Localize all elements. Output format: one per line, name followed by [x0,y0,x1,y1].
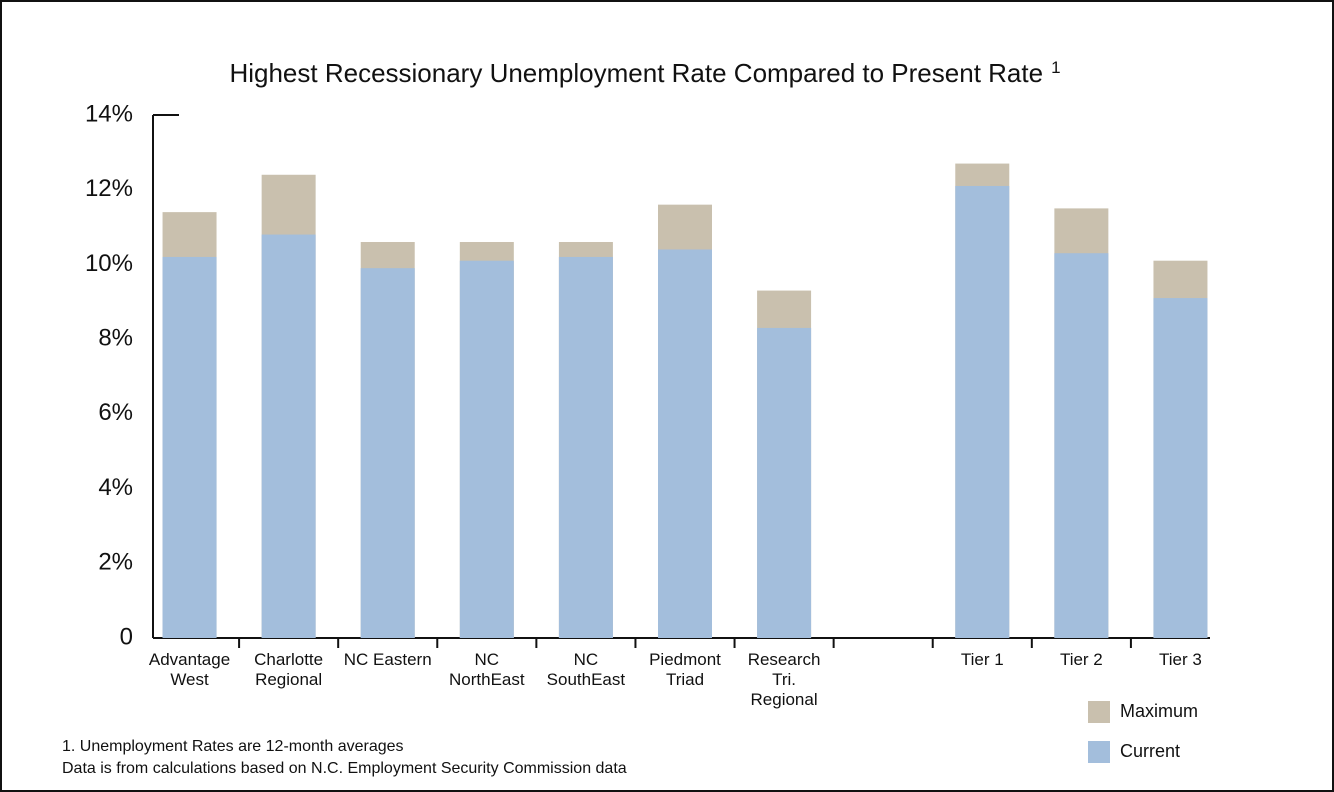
bar [1153,298,1208,638]
y-tick-label: 4% [98,474,133,501]
bar [558,256,613,638]
legend-label: Maximum [1120,701,1198,721]
legend-swatch [1088,741,1110,763]
y-tick-label: 2% [98,549,133,576]
legend-label: Current [1120,741,1180,761]
title-text: Highest Recessionary Unemployment Rate C… [229,58,1043,88]
x-tick-label: NC Eastern [343,650,432,669]
chart-title: Highest Recessionary Unemployment Rate C… [229,58,1060,88]
x-tick-label: Advantage West [148,650,231,689]
y-tick-label: 14% [85,100,133,127]
x-tick-label: NC NorthEast [449,650,525,689]
x-tick-label: Piedmont Triad [649,650,721,689]
bar [360,268,415,638]
footnote: 1. Unemployment Rates are 12-month avera… [62,738,404,755]
legend-swatch [1088,701,1110,723]
x-tick-label: Research Tri. Regional [747,650,821,709]
bar [757,327,812,638]
bar [658,249,712,638]
y-tick-label: 12% [85,175,133,202]
x-tick-label: Tier 2 [1059,650,1103,669]
x-tick-label: Tier 1 [960,650,1004,669]
y-tick-label: 10% [85,250,133,277]
bar [261,234,316,639]
x-tick-label: Tier 3 [1159,650,1202,669]
y-tick-label: 0 [120,623,133,650]
bar [955,185,1010,638]
bar [459,260,514,638]
x-tick-label: Charlotte Regional [254,650,324,689]
footnote: Data is from calculations based on N.C. … [62,760,627,777]
y-tick-label: 8% [98,324,133,351]
bar [1054,253,1109,638]
y-tick-label: 6% [98,399,133,426]
bar [162,256,217,638]
x-tick-label: NC SouthEast [546,650,626,689]
title-note: 1 [1051,58,1060,77]
